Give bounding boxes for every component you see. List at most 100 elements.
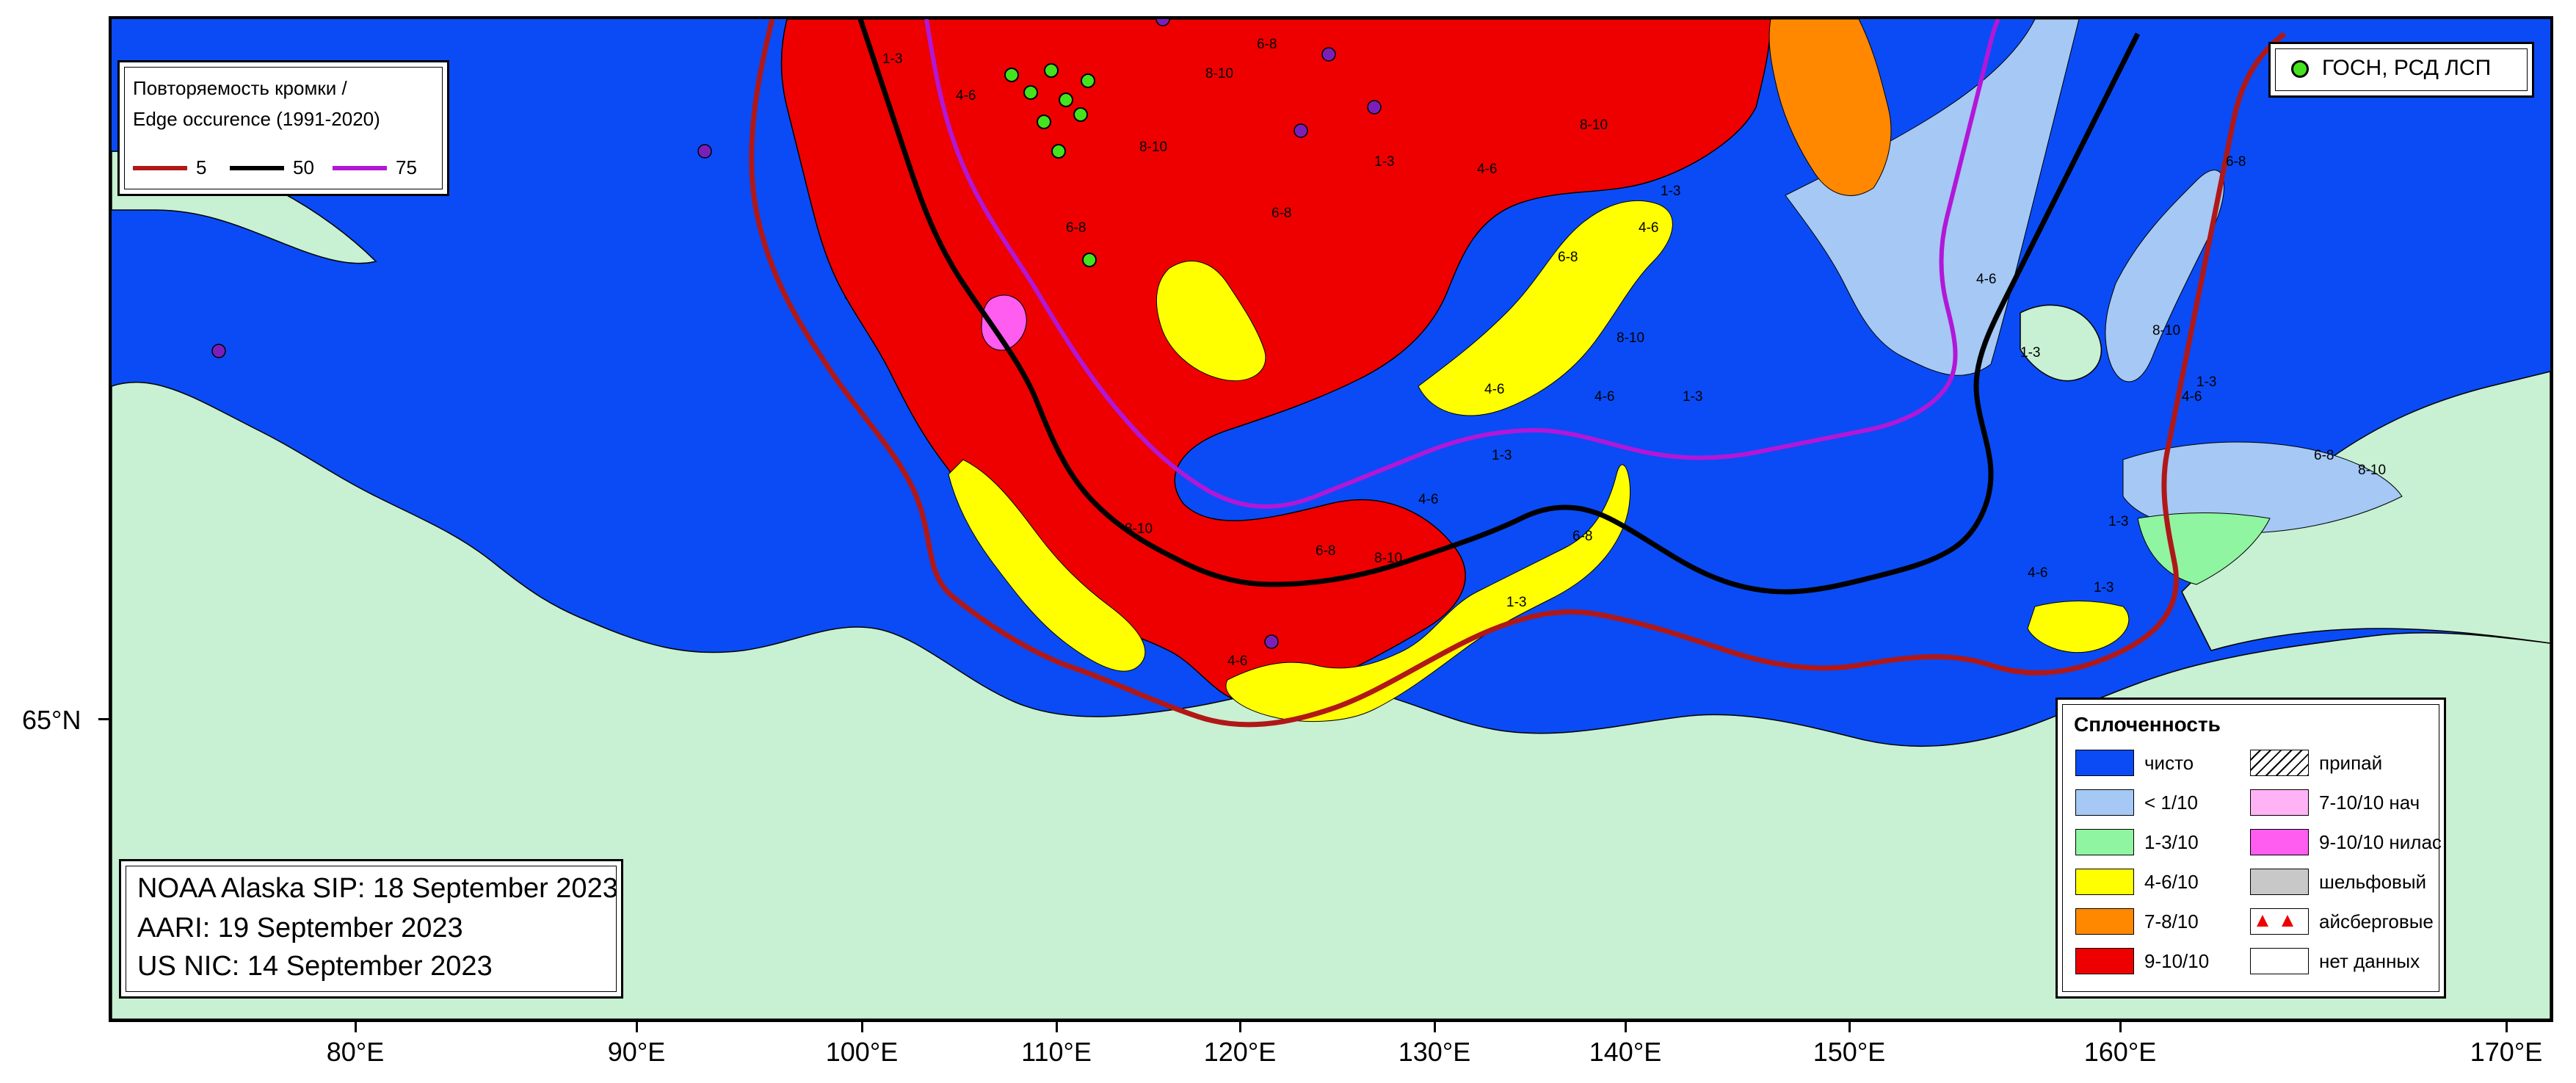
lon-tick bbox=[1848, 1022, 1851, 1032]
station-marker[interactable] bbox=[1037, 115, 1051, 129]
legend-item-very-open: < 1/10 bbox=[2075, 789, 2198, 816]
close-ice-laptev bbox=[1768, 19, 1892, 196]
station-marker[interactable] bbox=[1081, 73, 1095, 88]
zone-label-layer: 8-10 6-8 4-6 1-3 6-8 8-10 6-8 1-3 4-6 8-10 1-3 4-6 6… bbox=[882, 37, 2386, 669]
lon-tick bbox=[1434, 1022, 1436, 1032]
zone-concentration-label: 8-10 bbox=[1125, 521, 1153, 537]
legend-item-compact: 9-10/10 bbox=[2075, 948, 2209, 974]
edge-legend-label: 50 bbox=[293, 156, 314, 178]
concentration-legend: Сплоченность чисто < 1/10 1-3/10 4-6/10 … bbox=[2056, 698, 2446, 999]
medium-ice-central-patch bbox=[1155, 261, 1266, 382]
very-open-ice-region bbox=[1785, 19, 2080, 376]
legend-item-open: 1-3/10 bbox=[2075, 829, 2199, 855]
swatch bbox=[2250, 869, 2309, 895]
zone-concentration-label: 8-10 bbox=[1139, 140, 1167, 155]
zone-concentration-label: 4-6 bbox=[1594, 389, 1614, 405]
lon-tick bbox=[636, 1022, 638, 1032]
source-aari: AARI: 19 September 2023 bbox=[137, 913, 463, 943]
legend-label: шельфовый bbox=[2319, 870, 2427, 893]
swatch bbox=[2250, 829, 2309, 855]
zone-concentration-label: 4-6 bbox=[1418, 492, 1438, 507]
medium-ice-west-rim bbox=[948, 459, 1146, 672]
edge-legend-label: 5 bbox=[196, 156, 207, 178]
zone-concentration-label: 6-8 bbox=[1066, 220, 1086, 236]
zone-concentration-label: 8-10 bbox=[1617, 330, 1644, 346]
lon-label-90: 90°E bbox=[607, 1037, 666, 1067]
lon-tick bbox=[1239, 1022, 1241, 1032]
iceberg-triangles-icon bbox=[2250, 908, 2309, 935]
medium-ice-east-rim bbox=[1418, 200, 1673, 416]
sea-ice-map: 8-10 6-8 4-6 1-3 6-8 8-10 6-8 1-3 4-6 8-10 1-3 4-6 6… bbox=[112, 19, 2550, 1019]
compact-ice-pack bbox=[780, 19, 1771, 705]
source-usnic: US NIC: 14 September 2023 bbox=[137, 951, 493, 982]
zone-concentration-label: 1-3 bbox=[2108, 514, 2128, 529]
zone-concentration-label: 4-6 bbox=[2182, 389, 2202, 405]
lat-tick bbox=[98, 718, 109, 720]
lon-label-80: 80°E bbox=[326, 1037, 385, 1067]
legend-label: чисто bbox=[2144, 751, 2194, 774]
legend-item-clear: чисто bbox=[2075, 750, 2194, 776]
land-novosibirsk bbox=[2020, 304, 2102, 382]
legend-item-close: 7-8/10 bbox=[2075, 908, 2199, 935]
legend-item-icebergs: айсберговые bbox=[2250, 908, 2434, 935]
zone-concentration-label: 1-3 bbox=[1374, 154, 1394, 170]
edge-line-5pct bbox=[749, 19, 2287, 728]
legend-item-no-data: нет данных bbox=[2250, 948, 2420, 974]
lon-label-110: 110°E bbox=[1021, 1037, 1092, 1067]
zone-concentration-label: 4-6 bbox=[1976, 272, 1996, 287]
purple-marker bbox=[1367, 100, 1382, 115]
zone-concentration-label: 1-3 bbox=[2094, 580, 2114, 595]
purple-marker bbox=[1321, 47, 1336, 62]
lat-label-65: 65°N bbox=[22, 705, 81, 735]
zone-concentration-label: 4-6 bbox=[1477, 162, 1497, 177]
lon-label-140: 140°E bbox=[1589, 1037, 1662, 1067]
lon-tick bbox=[355, 1022, 357, 1032]
swatch bbox=[2250, 948, 2309, 974]
edge-line-swatch-50 bbox=[230, 165, 284, 170]
legend-label: нет данных bbox=[2319, 949, 2420, 972]
zone-concentration-label: 8-10 bbox=[1374, 551, 1402, 566]
station-marker[interactable] bbox=[1004, 68, 1019, 82]
swatch bbox=[2075, 789, 2134, 816]
zone-concentration-label: 4-6 bbox=[956, 88, 976, 104]
purple-markers bbox=[211, 19, 1382, 649]
lon-label-170: 170°E bbox=[2470, 1037, 2543, 1067]
lon-tick bbox=[861, 1022, 863, 1032]
zone-concentration-label: 6-8 bbox=[1558, 250, 1578, 265]
purple-marker bbox=[697, 144, 712, 159]
zone-concentration-label: 1-3 bbox=[882, 51, 902, 67]
zone-concentration-label: 1-3 bbox=[1506, 595, 1526, 610]
zone-concentration-label: 1-3 bbox=[1492, 448, 1512, 463]
data-sources-box: NOAA Alaska SIP: 18 September 2023 AARI:… bbox=[119, 859, 623, 999]
zone-concentration-label: 4-6 bbox=[1227, 653, 1247, 669]
swatch bbox=[2075, 829, 2134, 855]
station-markers bbox=[1004, 63, 1097, 267]
concentration-legend-title: Сплоченность bbox=[2074, 713, 2221, 736]
edge-legend-item-50: 50 bbox=[230, 156, 314, 179]
zone-concentration-label: 6-8 bbox=[1257, 37, 1277, 52]
station-marker[interactable] bbox=[1023, 85, 1038, 100]
medium-ice-east-siberian bbox=[2027, 601, 2130, 653]
edge-legend-label: 75 bbox=[396, 156, 417, 178]
station-marker[interactable] bbox=[1059, 93, 1073, 107]
station-marker[interactable] bbox=[1073, 107, 1088, 122]
edge-line-swatch-75 bbox=[333, 165, 387, 170]
legend-label: 7-10/10 нач bbox=[2319, 791, 2420, 814]
zone-concentration-label: 6-8 bbox=[2226, 154, 2246, 170]
legend-label: припай bbox=[2319, 751, 2383, 774]
station-marker[interactable] bbox=[1044, 63, 1059, 78]
legend-item-shelf: шельфовый bbox=[2250, 869, 2426, 895]
edge-line-swatch-5 bbox=[133, 165, 187, 170]
very-open-ice-region-east bbox=[2105, 170, 2224, 383]
lon-label-160: 160°E bbox=[2083, 1037, 2157, 1067]
lon-tick bbox=[2119, 1022, 2122, 1032]
station-marker[interactable] bbox=[1051, 144, 1066, 159]
lon-label-150: 150°E bbox=[1813, 1037, 1886, 1067]
zone-concentration-label: 8-10 bbox=[2152, 323, 2180, 338]
legend-item-fast-ice: припай bbox=[2250, 750, 2382, 776]
station-dot-icon bbox=[2291, 60, 2309, 78]
legend-item-medium: 4-6/10 bbox=[2075, 869, 2199, 895]
zone-concentration-label: 4-6 bbox=[1639, 220, 1658, 236]
source-noaa: NOAA Alaska SIP: 18 September 2023 bbox=[137, 873, 618, 904]
station-marker[interactable] bbox=[1082, 253, 1097, 267]
